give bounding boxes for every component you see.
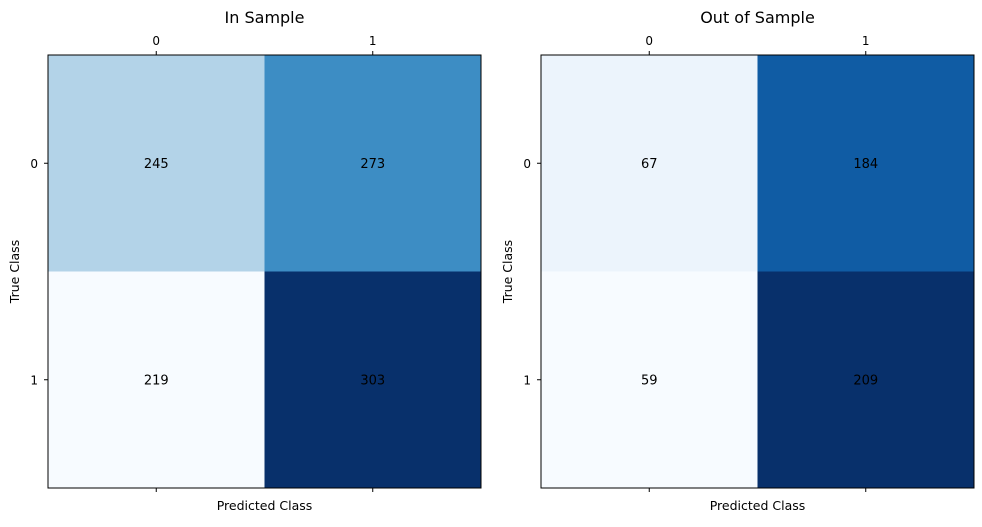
chart-title: Out of Sample	[700, 8, 815, 27]
cell-value-label: 245	[144, 157, 169, 172]
y-tick-label: 0	[30, 157, 38, 171]
cell-value-label: 184	[853, 157, 878, 172]
cell-value-label: 59	[641, 373, 658, 388]
x-axis-label: Predicted Class	[217, 498, 313, 513]
panel-1: 245 273 219 303 In Sample 0 1 0 1 Predicted Class…	[7, 8, 482, 513]
y-axis-label: True Class	[500, 240, 515, 304]
x-tick-label: 1	[862, 34, 870, 48]
y-tick-label: 0	[523, 157, 531, 171]
y-axis-label: True Class	[7, 240, 22, 304]
cell-value-label: 67	[641, 157, 658, 172]
x-tick-label: 0	[645, 34, 653, 48]
axes-frame	[540, 54, 975, 489]
chart-title: In Sample	[225, 8, 305, 27]
y-tick-label: 1	[30, 373, 38, 387]
heatmap-cell	[757, 55, 975, 272]
cell-value-label: 219	[144, 373, 169, 388]
x-tick-label: 1	[369, 34, 377, 48]
axes-frame	[47, 54, 482, 489]
heatmap-cell	[541, 55, 758, 272]
heatmap-cell	[48, 55, 265, 272]
heatmap-cell	[264, 55, 482, 272]
x-axis-label: Predicted Class	[710, 498, 806, 513]
x-tick-label: 0	[152, 34, 160, 48]
heatmap-cell	[757, 271, 975, 489]
panel-2: 67 184 59 209 Out of Sample 0 1 0 1 Predicted Cla…	[500, 8, 975, 513]
heatmap-cell	[541, 271, 758, 489]
cell-value-label: 273	[360, 157, 385, 172]
y-tick-label: 1	[523, 373, 531, 387]
cell-value-label: 209	[853, 373, 878, 388]
heatmap-cell	[48, 271, 265, 489]
cell-value-label: 303	[360, 373, 385, 388]
heatmap-cell	[264, 271, 482, 489]
